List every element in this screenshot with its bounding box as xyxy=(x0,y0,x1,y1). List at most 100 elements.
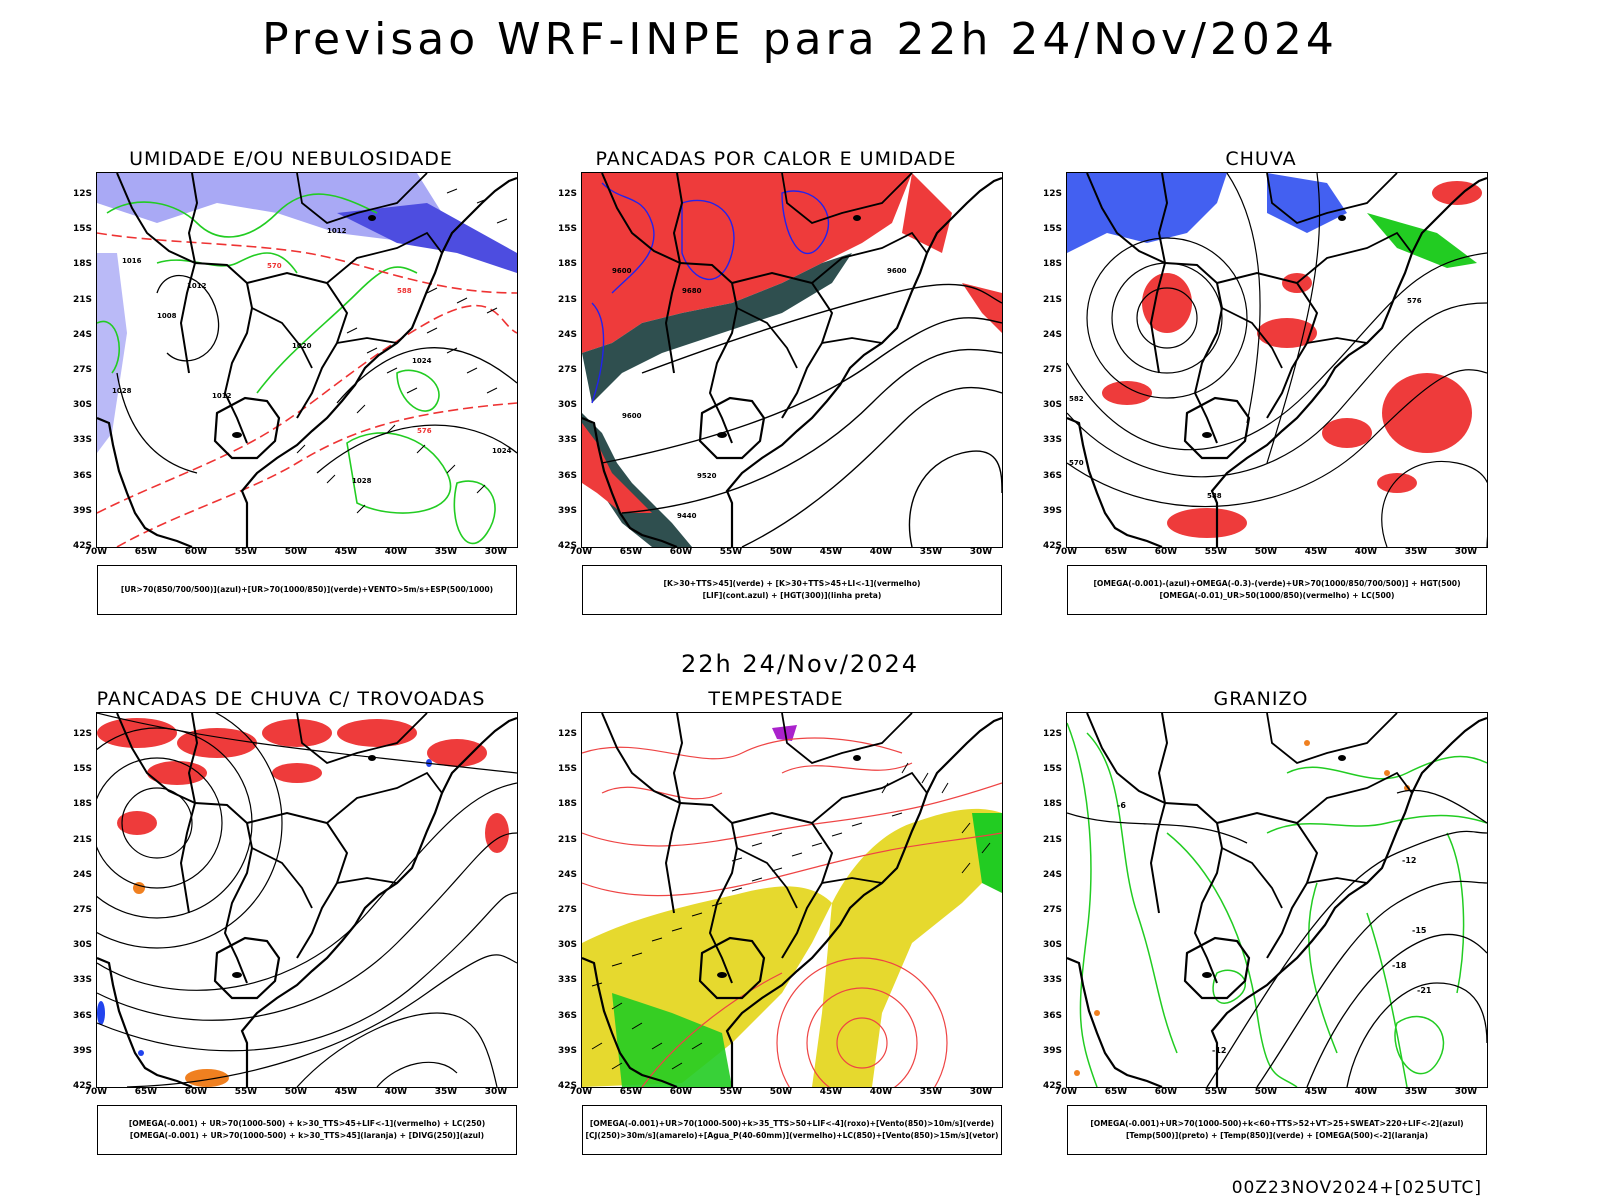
legend-line: [CJ(250)>30m/s](amarelo)+[Agua_P(40-60mm… xyxy=(585,1131,999,1140)
panel-trovoadas: PANCADAS DE CHUVA C/ TROVOADAS 12S 15S 18S… xyxy=(56,688,526,1168)
lon-tick-label: 30W xyxy=(484,1087,508,1097)
lon-axis: 70W 65W 60W 55W 50W 45W 40W 35W 30W xyxy=(85,1087,516,1101)
height-label: 9600 xyxy=(612,267,632,275)
isobar-label: 1020 xyxy=(292,342,312,350)
lat-tick-label: 33S xyxy=(1042,975,1062,986)
temperature-label: -15 xyxy=(1412,926,1427,935)
lat-axis: 12S 15S 18S 21S 24S 27S 30S 33S 36S 39S 42S xyxy=(541,712,579,1091)
lat-tick-label: 21S xyxy=(72,294,92,305)
lat-tick-label: 27S xyxy=(557,365,577,375)
panel-pancadas-calor: PANCADAS POR CALOR E UMIDADE 12S 15S 18S 21… xyxy=(541,148,1011,628)
lon-tick-label: 70W xyxy=(1054,1087,1078,1097)
thickness-label: 576 xyxy=(417,427,432,435)
isobar-label: 1008 xyxy=(157,312,177,320)
lat-tick-label: 33S xyxy=(72,975,92,986)
lat-tick-label: 24S xyxy=(557,869,577,880)
lat-tick-label: 21S xyxy=(1042,294,1062,305)
lat-tick-label: 15S xyxy=(1042,224,1062,235)
lon-tick-label: 45W xyxy=(1304,1087,1328,1097)
lat-tick-label: 21S xyxy=(557,834,577,845)
isobar-label: 1012 xyxy=(187,282,207,290)
height-label: 9600 xyxy=(887,267,907,275)
lat-axis: 12S 15S 18S 21S 24S 27S 30S 33S 36S 39S 42S xyxy=(1026,712,1064,1091)
thickness-label: 570 xyxy=(267,262,282,270)
lon-tick-label: 45W xyxy=(819,1087,843,1097)
lon-tick-label: 55W xyxy=(719,547,743,557)
panel-title: CHUVA xyxy=(1225,148,1297,170)
map-tempestade xyxy=(581,712,1003,1088)
lon-tick-label: 45W xyxy=(819,547,843,557)
lat-tick-label: 42S xyxy=(1042,541,1062,551)
isobar-label: 1028 xyxy=(112,387,132,395)
temperature-label: -21 xyxy=(1417,986,1432,995)
lat-tick-label: 36S xyxy=(72,470,92,481)
height-label: 588 xyxy=(1207,492,1222,500)
lon-tick-label: 30W xyxy=(484,547,508,557)
temperature-label: -12 xyxy=(1212,1046,1226,1055)
height-label: 9520 xyxy=(697,472,717,480)
map-granizo: -12 -15 -18 -21 -12 -6 xyxy=(1066,712,1488,1088)
legend-box: [OMEGA(-0.001)-(azul)+OMEGA(-0.3)-(verde… xyxy=(1067,565,1487,615)
isobar-label: 1016 xyxy=(122,257,142,265)
lat-tick-label: 42S xyxy=(72,541,92,551)
lon-tick-label: 55W xyxy=(1204,547,1228,557)
lon-tick-label: 65W xyxy=(619,1087,643,1097)
lon-tick-label: 50W xyxy=(769,547,793,557)
legend-line: [OMEGA(-0.001)-(azul)+OMEGA(-0.3)-(verde… xyxy=(1093,579,1461,588)
lat-tick-label: 18S xyxy=(1042,259,1062,270)
panel-title: TEMPESTADE xyxy=(708,688,844,710)
lon-axis: 70W 65W 60W 55W 50W 45W 40W 35W 30W xyxy=(1055,1087,1486,1101)
panel-granizo: GRANIZO 12S 15S 18S 21S 24S 27S 30S 33S 36S 39S 42… xyxy=(1026,688,1496,1168)
lat-tick-label: 15S xyxy=(72,224,92,235)
lat-tick-label: 18S xyxy=(72,259,92,270)
lat-axis: 12S 15S 18S 21S 24S 27S 30S 33S 36S 39S 42S xyxy=(1026,172,1064,551)
lon-tick-label: 30W xyxy=(1454,547,1478,557)
lat-tick-label: 36S xyxy=(1042,1010,1062,1021)
height-label: 582 xyxy=(1069,395,1084,403)
panel-title: PANCADAS POR CALOR E UMIDADE xyxy=(595,148,957,170)
lat-tick-label: 33S xyxy=(557,975,577,986)
lon-tick-label: 45W xyxy=(1304,547,1328,557)
lon-tick-label: 45W xyxy=(334,1087,358,1097)
lat-tick-label: 39S xyxy=(1042,1045,1062,1056)
lat-tick-label: 39S xyxy=(1042,505,1062,516)
lon-tick-label: 60W xyxy=(669,1087,693,1097)
lon-tick-label: 70W xyxy=(569,547,593,557)
lon-tick-label: 40W xyxy=(869,547,893,557)
lat-tick-label: 21S xyxy=(72,834,92,845)
panel-tempestade: TEMPESTADE 12S 15S 18S 21S 24S 27S 30S 33S 36S 39… xyxy=(541,688,1011,1168)
lon-tick-label: 35W xyxy=(919,547,943,557)
lon-tick-label: 55W xyxy=(1204,1087,1228,1097)
lat-tick-label: 39S xyxy=(557,505,577,516)
lon-tick-label: 40W xyxy=(384,1087,408,1097)
lon-tick-label: 65W xyxy=(1104,1087,1128,1097)
lon-tick-label: 60W xyxy=(1154,547,1178,557)
lat-tick-label: 27S xyxy=(72,905,92,915)
lat-tick-label: 15S xyxy=(557,224,577,235)
lon-tick-label: 35W xyxy=(919,1087,943,1097)
lon-tick-label: 60W xyxy=(184,1087,208,1097)
lat-tick-label: 42S xyxy=(557,1081,577,1091)
lat-axis: 12S 15S 18S 21S 24S 27S 30S 33S 36S 39S 42S xyxy=(56,172,94,551)
temperature-label: -18 xyxy=(1392,961,1407,970)
lat-tick-label: 24S xyxy=(557,329,577,340)
lon-tick-label: 40W xyxy=(1354,547,1378,557)
lon-tick-label: 55W xyxy=(234,1087,258,1097)
lat-tick-label: 21S xyxy=(557,294,577,305)
lat-tick-label: 12S xyxy=(72,189,92,199)
panel-title: UMIDADE E/OU NEBULOSIDADE xyxy=(129,148,453,170)
lat-tick-label: 39S xyxy=(72,505,92,516)
lat-tick-label: 36S xyxy=(557,1010,577,1021)
panel-title: PANCADAS DE CHUVA C/ TROVOADAS xyxy=(96,688,486,710)
lat-tick-label: 42S xyxy=(1042,1081,1062,1091)
isobar-label: 1024 xyxy=(492,447,512,455)
lon-tick-label: 30W xyxy=(969,547,993,557)
lat-tick-label: 21S xyxy=(1042,834,1062,845)
lat-tick-label: 27S xyxy=(72,365,92,375)
lon-tick-label: 30W xyxy=(1454,1087,1478,1097)
lon-tick-label: 70W xyxy=(84,547,108,557)
legend-line: [OMEGA(-0.001) + UR>70(1000-500) + k>30_… xyxy=(129,1131,485,1140)
temperature-label: -6 xyxy=(1117,801,1126,810)
lon-tick-label: 70W xyxy=(1054,547,1078,557)
lat-tick-label: 42S xyxy=(72,1081,92,1091)
